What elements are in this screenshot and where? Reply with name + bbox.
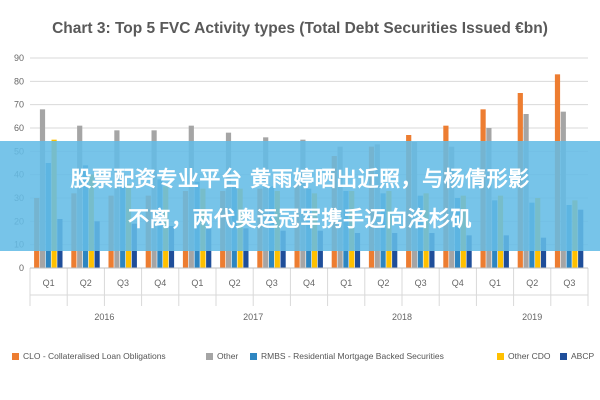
x-tick-label: Q3	[266, 278, 278, 288]
legend-item: ABCP	[560, 351, 594, 361]
legend-item: RMBS - Residential Mortgage Backed Secur…	[250, 351, 444, 361]
y-tick-label: 60	[14, 123, 24, 133]
chart-title: Chart 3: Top 5 FVC Activity types (Total…	[52, 20, 548, 37]
x-tick-label: Q4	[154, 278, 166, 288]
legend-label: CLO - Collateralised Loan Obligations	[23, 351, 166, 361]
x-tick-label: Q2	[526, 278, 538, 288]
legend-swatch	[560, 352, 567, 360]
x-tick-label: Q3	[117, 278, 129, 288]
x-tick-label: Q2	[229, 278, 241, 288]
legend-swatch	[497, 352, 504, 360]
x-tick-label: Q4	[452, 278, 464, 288]
legend-label: Other CDO	[508, 351, 551, 361]
bar	[466, 235, 472, 268]
bar	[503, 235, 509, 268]
x-tick-label: Q1	[340, 278, 352, 288]
overlay-banner: 股票配资专业平台 黄雨婷晒出近照，与杨倩形影 不离，两代奥运冠军携手迈向洛杉矶	[0, 141, 600, 251]
legend-label: Other	[217, 351, 239, 361]
y-tick-label: 0	[19, 263, 24, 273]
legend-swatch	[206, 352, 213, 360]
x-tick-label: Q2	[80, 278, 92, 288]
x-tick-label: Q3	[563, 278, 575, 288]
x-tick-label: Q4	[303, 278, 315, 288]
y-tick-label: 80	[14, 76, 24, 86]
x-tick-label: Q1	[43, 278, 55, 288]
legend-item: CLO - Collateralised Loan Obligations	[12, 351, 166, 361]
overlay-text-line-1: 股票配资专业平台 黄雨婷晒出近照，与杨倩形影	[70, 167, 530, 191]
x-tick-label: Q1	[191, 278, 203, 288]
x-tick-label: Q1	[489, 278, 501, 288]
legend-item: Other CDO	[497, 351, 551, 361]
year-group-label: 2016	[94, 312, 114, 322]
overlay-text-line-2: 不离，两代奥运冠军携手迈向洛杉矶	[128, 207, 472, 231]
legend-swatch	[250, 352, 257, 360]
x-tick-label: Q3	[415, 278, 427, 288]
x-tick-label: Q2	[377, 278, 389, 288]
year-group-label: 2019	[522, 312, 542, 322]
y-tick-label: 90	[14, 53, 24, 63]
year-group-label: 2018	[392, 312, 412, 322]
bar	[540, 237, 547, 268]
legend-swatch	[12, 352, 19, 360]
legend-item: Other	[206, 351, 238, 361]
legend: CLO - Collateralised Loan Obligations Oth…	[0, 348, 600, 368]
legend-label: RMBS - Residential Mortgage Backed Secur…	[261, 351, 444, 361]
year-group-label: 2017	[243, 312, 263, 322]
legend-label: ABCP	[571, 351, 595, 361]
y-tick-label: 70	[14, 100, 24, 110]
